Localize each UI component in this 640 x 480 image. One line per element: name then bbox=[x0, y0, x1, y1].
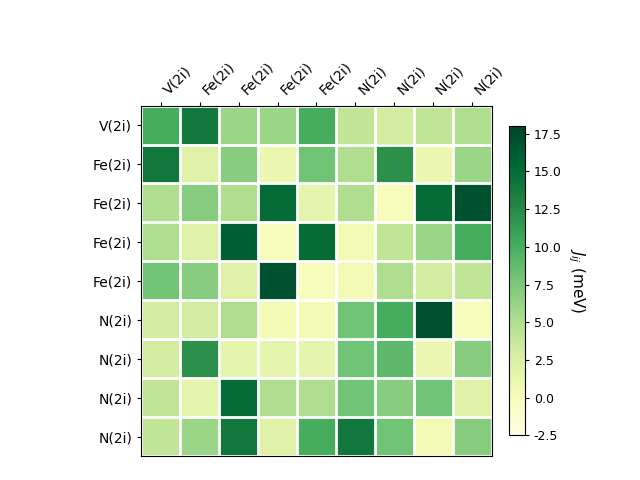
Y-axis label: $J_{ij}$ (meV): $J_{ij}$ (meV) bbox=[566, 248, 587, 313]
